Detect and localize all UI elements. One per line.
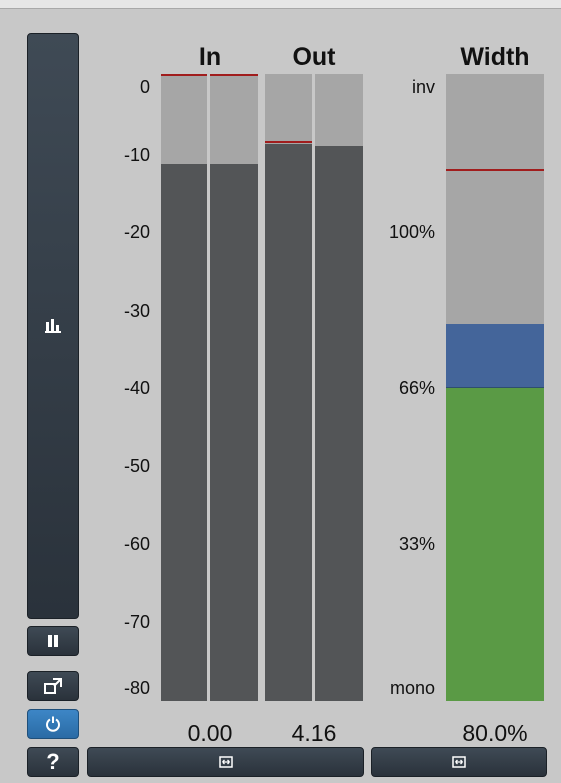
db-tick-20: -20 — [123, 222, 150, 242]
db-tick-40: -40 — [123, 378, 150, 398]
db-tick-0: 0 — [139, 77, 150, 97]
in-left-level — [161, 164, 207, 701]
meter-mode-button[interactable] — [27, 33, 79, 619]
width-readout: 80.0% — [462, 720, 528, 746]
width-tick-mono: mono — [389, 678, 435, 698]
resize-horizontal-icon — [452, 756, 466, 768]
in-left-peak — [161, 74, 207, 76]
out-left-level — [265, 144, 312, 701]
in-right-level — [210, 164, 258, 701]
bar-chart-icon — [45, 319, 61, 333]
in-right-peak — [210, 74, 258, 76]
resize-width-button[interactable] — [371, 747, 547, 777]
in-right-meter — [210, 74, 258, 701]
db-tick-80: -80 — [123, 678, 150, 698]
out-left-meter — [265, 74, 312, 701]
width-tick-66: 66% — [398, 378, 435, 398]
resize-meters-button[interactable] — [87, 747, 364, 777]
width-range-blue — [446, 324, 544, 387]
header-out: Out — [292, 43, 336, 71]
power-icon — [45, 716, 61, 732]
out-readout: 4.16 — [291, 720, 337, 746]
header-width: Width — [460, 43, 530, 71]
help-icon: ? — [46, 749, 60, 774]
db-tick-70: -70 — [123, 612, 150, 632]
db-tick-30: -30 — [123, 301, 150, 321]
in-left-meter — [161, 74, 207, 701]
pause-icon — [47, 635, 59, 647]
in-readout: 0.00 — [187, 720, 233, 746]
detach-button[interactable] — [27, 671, 79, 701]
power-button[interactable] — [27, 709, 79, 739]
help-button[interactable]: ? — [27, 747, 79, 777]
detach-window-icon — [44, 678, 62, 694]
width-tick-100: 100% — [388, 222, 435, 242]
pause-button[interactable] — [27, 626, 79, 656]
meter-panel: ? In Out Width 0 -10 -20 -30 -40 -50 -60… — [0, 9, 561, 783]
resize-horizontal-icon — [218, 756, 233, 768]
out-right-level — [315, 146, 363, 701]
header-in: In — [198, 43, 222, 71]
db-tick-10: -10 — [123, 145, 150, 165]
width-peak — [446, 169, 544, 171]
width-tick-inv: inv — [411, 77, 435, 97]
width-level-green — [446, 387, 544, 701]
top-strip — [0, 0, 561, 9]
out-left-peak — [265, 141, 312, 143]
width-meter — [446, 74, 544, 701]
out-right-meter — [315, 74, 363, 701]
db-tick-50: -50 — [123, 456, 150, 476]
db-tick-60: -60 — [123, 534, 150, 554]
width-tick-33: 33% — [398, 534, 435, 554]
